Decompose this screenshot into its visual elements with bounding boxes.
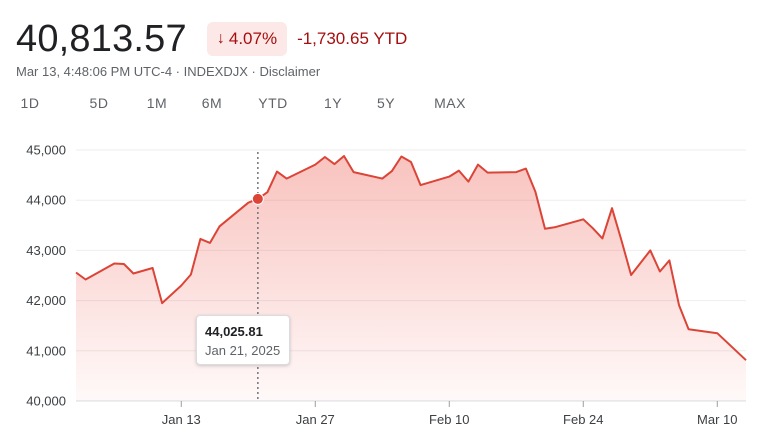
meta-separator: ·	[172, 64, 184, 79]
tab-6m[interactable]: 6M	[201, 95, 223, 111]
change-percent-badge: ↓ 4.07%	[206, 22, 288, 56]
current-price: 40,813.57	[16, 17, 187, 60]
ytd-change: -1,730.65 YTD	[297, 29, 408, 48]
tooltip-value: 44,025.81	[205, 324, 263, 339]
y-tick-label: 43,000	[26, 243, 66, 258]
hover-tooltip: 44,025.81 Jan 21, 2025	[196, 315, 290, 365]
y-tick-label: 45,000	[26, 143, 66, 158]
price-chart[interactable]: 40,000 41,000 42,000 43,000 44,000 45,000 Jan…	[0, 130, 782, 430]
tab-5d[interactable]: 5D	[89, 95, 109, 111]
quote-meta: Mar 13, 4:48:06 PM UTC-4 · INDEXDJX · Di…	[16, 64, 320, 79]
tab-1d[interactable]: 1D	[20, 95, 40, 111]
tab-ytd[interactable]: YTD	[258, 95, 288, 111]
change-percent: 4.07%	[228, 29, 278, 48]
price-area	[76, 156, 746, 401]
tooltip-date: Jan 21, 2025	[205, 343, 281, 358]
range-tabs: 1D 5D 1M 6M YTD 1Y 5Y MAX	[18, 92, 469, 122]
x-tick-label: Jan 27	[296, 412, 335, 427]
y-tick-label: 42,000	[26, 293, 66, 308]
y-tick-label: 40,000	[26, 394, 66, 409]
price-line	[75, 155, 747, 361]
disclaimer-link[interactable]: Disclaimer	[259, 64, 321, 79]
tab-5y[interactable]: 5Y	[376, 95, 396, 111]
exchange-name: INDEXDJX	[183, 64, 248, 79]
x-tick-label: Mar 10	[697, 412, 737, 427]
tab-1y[interactable]: 1Y	[323, 95, 343, 111]
arrow-down-icon: ↓	[216, 30, 225, 47]
highlight-point	[251, 192, 264, 205]
x-tick-label: Feb 10	[429, 412, 469, 427]
meta-separator: ·	[247, 64, 260, 79]
tab-1m[interactable]: 1M	[146, 95, 168, 111]
tab-max[interactable]: MAX	[434, 95, 466, 111]
quote-header: 40,813.57 ↓ 4.07% -1,730.65 YTD	[16, 14, 407, 64]
y-tick-label: 44,000	[26, 193, 66, 208]
x-tick-label: Feb 24	[563, 412, 603, 427]
timestamp: Mar 13, 4:48:06 PM UTC-4	[16, 64, 173, 79]
x-tick-label: Jan 13	[162, 412, 201, 427]
y-tick-label: 41,000	[26, 343, 66, 358]
